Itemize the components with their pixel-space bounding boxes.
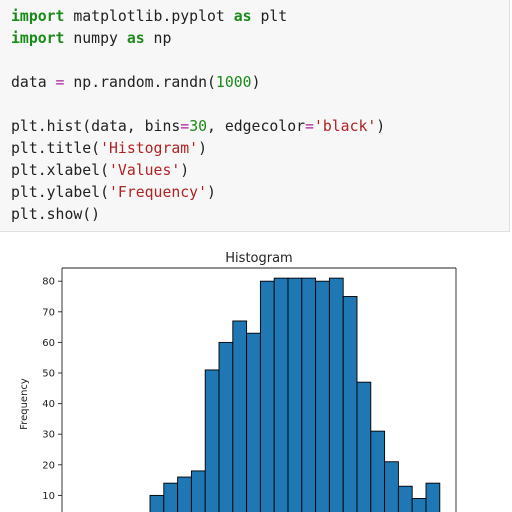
y-axis-label: Frequency [19, 378, 30, 430]
code-token: 30 [189, 118, 208, 135]
code-token: ) [198, 140, 208, 157]
code-token: np [144, 30, 172, 47]
code-token: np.random.randn( [64, 74, 216, 91]
code-token: plt.title( [11, 140, 101, 157]
histogram-bar [356, 381, 372, 512]
histogram-bar [218, 341, 234, 512]
code-token: data [11, 74, 56, 91]
code-token: import [11, 30, 65, 47]
code-line: data = np.random.randn(1000) [11, 72, 260, 94]
histogram-bar [163, 482, 179, 512]
code-token: import [11, 8, 65, 25]
code-line: import matplotlib.pyplot as plt [11, 6, 287, 28]
code-token: as [233, 8, 252, 25]
y-tick-label: 50 [42, 369, 55, 380]
code-token: 'Frequency' [109, 184, 207, 201]
code-line: plt.hist(data, bins=30, edgecolor='black… [11, 116, 385, 138]
code-token: = [305, 118, 314, 135]
y-tick-label: 20 [42, 460, 55, 471]
code-token: ) [251, 74, 261, 91]
code-token: 'Values' [109, 162, 181, 179]
code-line: plt.title('Histogram') [11, 138, 207, 160]
code-token: ) [207, 184, 216, 201]
histogram-bar [190, 470, 206, 512]
code-token: plt.ylabel( [11, 184, 109, 201]
code-token: plt [251, 8, 288, 25]
code-token: as [126, 30, 145, 47]
code-token: plt.show() [11, 206, 101, 223]
histogram-bar [425, 482, 441, 512]
histogram-bar [411, 498, 427, 512]
histogram-bar [246, 332, 261, 512]
code-line: plt.xlabel('Values') [11, 160, 189, 182]
histogram-bar [259, 280, 275, 512]
histogram-bar [204, 369, 220, 512]
histogram-chart: 10 20 30 40 50 60 70 80 Histogram Frequency [19, 251, 457, 512]
code-token: matplotlib.pyplot [64, 8, 234, 25]
y-tick-label: 60 [42, 338, 55, 349]
y-tick-label: 80 [42, 277, 55, 288]
y-tick-label: 30 [42, 430, 55, 441]
histogram-bar [273, 277, 289, 512]
histogram-bar [342, 296, 358, 512]
histogram-bar [287, 277, 303, 512]
output-area: 10 20 30 40 50 60 70 80 Histogram Frequency [0, 236, 512, 512]
y-tick-label: 40 [42, 399, 55, 410]
histogram-bar [149, 494, 165, 512]
code-token: plt.xlabel( [11, 162, 109, 179]
code-token: = [55, 74, 65, 91]
code-token: plt.hist(data, bins [11, 118, 181, 135]
code-token: ) [376, 118, 386, 135]
histogram-bar [397, 485, 413, 512]
y-tick-label: 10 [42, 491, 55, 502]
histogram-bar [232, 320, 248, 512]
code-token: 1000 [215, 74, 252, 91]
code-line: plt.show() [11, 204, 100, 226]
chart-title: Histogram [225, 251, 292, 266]
histogram-bar [177, 476, 192, 512]
code-token: ) [180, 162, 190, 179]
histogram-bar [370, 430, 386, 512]
code-line: import numpy as np [11, 28, 171, 50]
code-token: 'black' [313, 118, 377, 135]
histogram-bar [301, 277, 317, 512]
code-token: 'Histogram' [100, 140, 199, 157]
histogram-bar [315, 280, 330, 512]
histogram-bar [328, 277, 344, 512]
histogram-bar [384, 461, 399, 512]
y-tick-label: 70 [42, 307, 55, 318]
code-line: plt.ylabel('Frequency') [11, 182, 216, 204]
code-token: numpy [64, 30, 127, 47]
code-token: = [180, 118, 190, 135]
code-cell[interactable]: import matplotlib.pyplot as plt import nu… [0, 0, 510, 232]
code-token: , edgecolor [207, 118, 306, 135]
